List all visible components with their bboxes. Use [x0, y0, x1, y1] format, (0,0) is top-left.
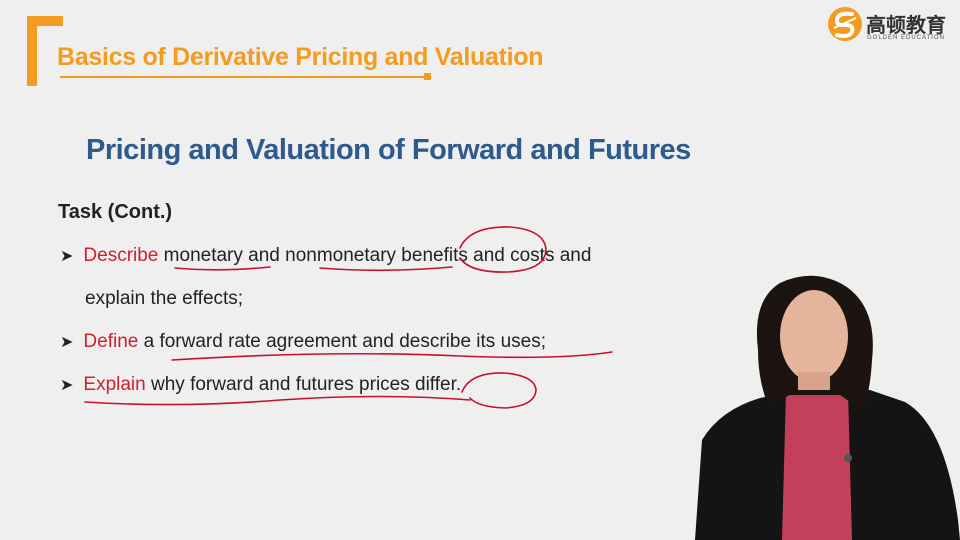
slide-title: Pricing and Valuation of Forward and Fut…	[86, 134, 691, 166]
header-bracket-decoration	[27, 16, 63, 86]
presenter-microphone	[844, 454, 852, 462]
task-heading: Task (Cont.)	[58, 201, 173, 223]
bullet-item-1-continuation: explain the effects;	[85, 288, 244, 309]
arrow-right-icon: ➤	[60, 377, 74, 394]
logo-mark-icon	[828, 7, 862, 41]
bullet-text: a forward rate agreement and describe it…	[138, 331, 546, 352]
header-underline	[60, 76, 430, 78]
logo-english-text: GOLDEN EDUCATION	[867, 35, 945, 41]
bullet-text: why forward and futures prices differ.	[145, 374, 462, 395]
bullet-item-3: ➤ Explain why forward and futures prices …	[60, 374, 461, 396]
presenter-face	[780, 290, 848, 382]
presenter-neck	[798, 372, 830, 390]
arrow-right-icon: ➤	[60, 334, 74, 351]
header-title: Basics of Derivative Pricing and Valuati…	[57, 43, 544, 71]
presenter-sweater	[782, 378, 852, 540]
header-underline-dot	[424, 73, 431, 80]
logo-chinese-text: 高顿教育	[866, 13, 946, 37]
logo: 高顿教育 GOLDEN EDUCATION	[826, 4, 956, 46]
arrow-right-icon: ➤	[60, 248, 74, 265]
bullet-keyword: Explain	[83, 374, 146, 395]
bullet-keyword: Define	[83, 331, 139, 352]
bullet-keyword: Describe	[83, 245, 159, 266]
bullet-item-2: ➤ Define a forward rate agreement and des…	[60, 331, 546, 353]
